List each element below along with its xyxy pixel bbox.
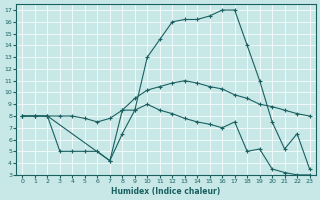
X-axis label: Humidex (Indice chaleur): Humidex (Indice chaleur) [111, 187, 221, 196]
